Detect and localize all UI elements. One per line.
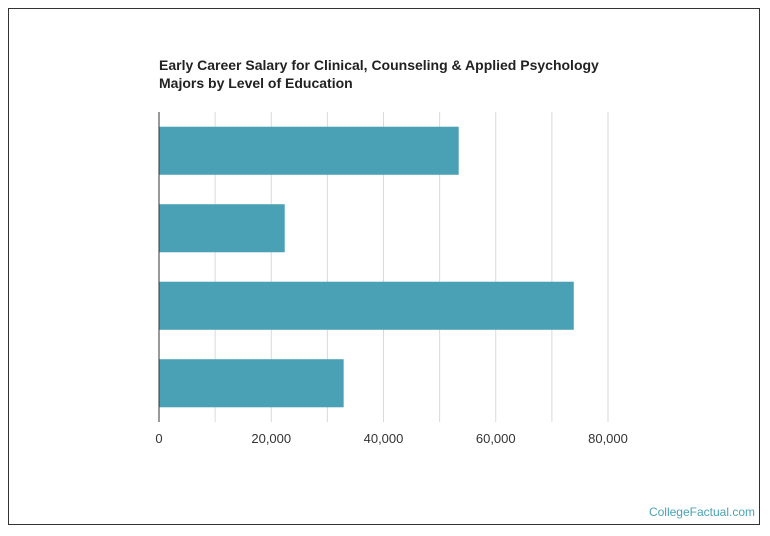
x-tick-label: 60,000 — [476, 431, 516, 446]
bars — [159, 126, 574, 408]
x-tick-label: 0 — [155, 431, 162, 446]
x-tick-label: 80,000 — [588, 431, 628, 446]
source-credit[interactable]: CollegeFactual.com — [648, 505, 755, 519]
bar[interactable] — [159, 204, 285, 253]
chart-title-line-1: Early Career Salary for Clinical, Counse… — [159, 57, 599, 73]
chart-title: Early Career Salary for Clinical, Counse… — [159, 56, 619, 92]
bar[interactable] — [159, 281, 574, 330]
bar[interactable] — [159, 126, 459, 175]
x-tick-labels: 0 20,000 40,000 60,000 80,000 — [155, 431, 628, 446]
x-tick-label: 40,000 — [364, 431, 404, 446]
chart-title-line-2: Majors by Level of Education — [159, 75, 353, 91]
bar[interactable] — [159, 359, 344, 408]
x-tick-label: 20,000 — [251, 431, 291, 446]
